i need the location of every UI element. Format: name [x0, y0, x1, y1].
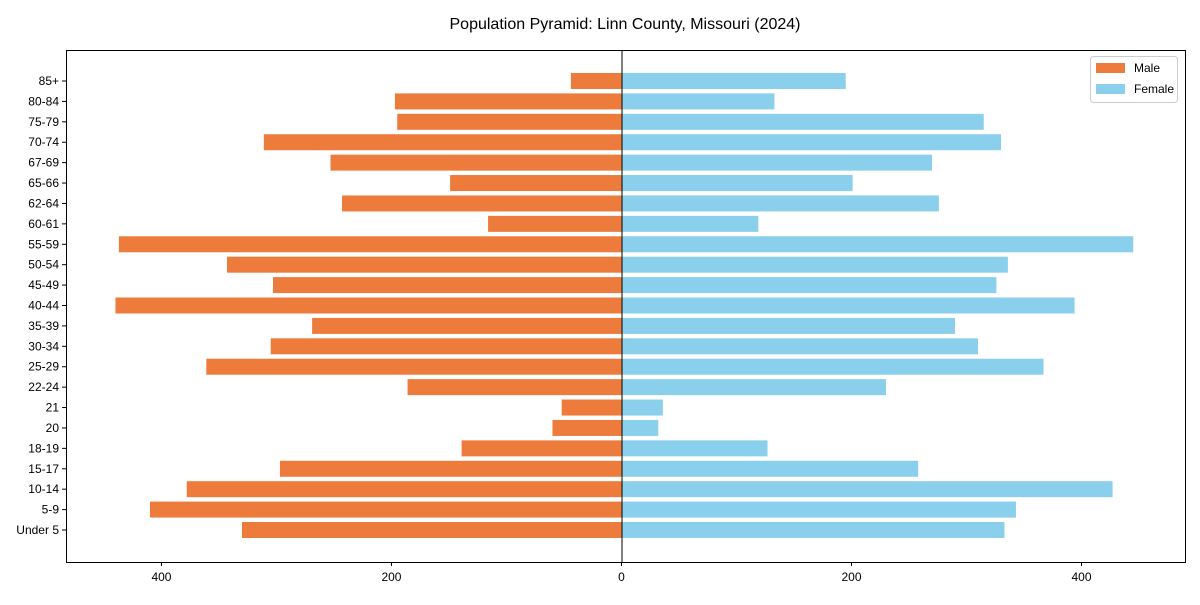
bar-male-20	[552, 419, 622, 436]
bar-female-18-19	[621, 440, 768, 457]
bar-male-75-79	[397, 113, 622, 130]
legend: Male Female	[1090, 56, 1178, 103]
y-tick-label: Under 5	[16, 523, 59, 537]
bar-male-25-29	[206, 358, 622, 375]
bar-female-75-79	[621, 113, 984, 130]
bar-female-21	[621, 399, 663, 416]
bar-male-10-14	[186, 481, 622, 498]
bar-male-5-9	[149, 501, 622, 518]
bar-male-67-69	[330, 154, 622, 171]
bar-female-70-74	[621, 134, 1001, 151]
bar-male-62-64	[342, 195, 622, 212]
y-tick-label: 65-66	[28, 176, 59, 190]
plot-frame	[66, 50, 1186, 563]
y-tick-label: 15-17	[28, 462, 59, 476]
y-tick-label: 30-34	[28, 339, 59, 353]
chart-title: Population Pyramid: Linn County, Missour…	[450, 16, 801, 33]
bar-male-21	[561, 399, 622, 416]
y-tick-label: 60-61	[28, 217, 59, 231]
x-tick-label: 0	[618, 570, 625, 584]
y-tick-label: 50-54	[28, 258, 59, 272]
bar-female-Under 5	[621, 522, 1005, 538]
x-tick-label: 200	[381, 570, 401, 584]
bar-female-80-84	[621, 93, 775, 110]
legend-swatch-female	[1096, 84, 1125, 94]
bar-male-50-54	[227, 256, 622, 273]
bar-male-30-34	[270, 338, 622, 355]
bar-female-85+	[621, 73, 846, 89]
x-tick-label: 400	[1071, 570, 1091, 584]
bar-female-45-49	[621, 277, 997, 294]
y-tick-label: 40-44	[28, 299, 59, 313]
bar-female-22-24	[621, 379, 886, 396]
y-tick-label: 70-74	[28, 135, 59, 149]
bar-male-45-49	[273, 277, 622, 294]
y-tick-label: 75-79	[28, 115, 59, 129]
bar-female-30-34	[621, 338, 978, 355]
bar-female-62-64	[621, 195, 939, 212]
bar-female-60-61	[621, 215, 759, 232]
y-tick-label: 80-84	[28, 94, 59, 108]
bar-male-65-66	[450, 175, 622, 192]
bar-male-35-39	[312, 317, 622, 334]
y-tick-label: 20	[46, 421, 60, 435]
y-tick-label: 25-29	[28, 360, 59, 374]
x-tick-label: 400	[151, 570, 171, 584]
bar-female-5-9	[621, 501, 1016, 518]
bar-female-55-59	[621, 236, 1134, 253]
bar-female-50-54	[621, 256, 1008, 273]
bar-male-55-59	[118, 236, 622, 253]
x-tick-label: 200	[841, 570, 861, 584]
y-tick-label: 35-39	[28, 319, 59, 333]
y-tick-label: 45-49	[28, 278, 59, 292]
bar-female-35-39	[621, 317, 955, 334]
bar-male-80-84	[394, 93, 622, 110]
y-tick-label: 55-59	[28, 237, 59, 251]
bar-male-15-17	[279, 460, 622, 477]
bar-female-65-66	[621, 175, 853, 192]
bar-male-85+	[570, 73, 622, 89]
y-tick-label: 67-69	[28, 156, 59, 170]
bar-female-25-29	[621, 358, 1044, 375]
bar-male-70-74	[263, 134, 622, 151]
y-tick-label: 85+	[39, 74, 59, 88]
bar-male-60-61	[488, 215, 622, 232]
bar-male-18-19	[461, 440, 622, 457]
bar-female-15-17	[621, 460, 919, 477]
y-tick-label: 22-24	[28, 380, 59, 394]
bar-female-20	[621, 419, 659, 436]
bar-female-10-14	[621, 481, 1113, 498]
y-tick-label: 10-14	[28, 482, 59, 496]
legend-swatch-male	[1096, 63, 1125, 73]
legend-label-male: Male	[1134, 61, 1160, 75]
bar-male-22-24	[407, 379, 622, 396]
y-tick-label: 62-64	[28, 196, 59, 210]
bar-female-67-69	[621, 154, 932, 171]
bar-female-40-44	[621, 297, 1075, 314]
legend-label-female: Female	[1134, 82, 1174, 96]
y-tick-label: 21	[46, 401, 60, 415]
y-tick-label: 18-19	[28, 441, 59, 455]
bar-male-40-44	[115, 297, 622, 314]
y-tick-label: 5-9	[42, 503, 60, 517]
bar-male-Under 5	[241, 522, 622, 538]
